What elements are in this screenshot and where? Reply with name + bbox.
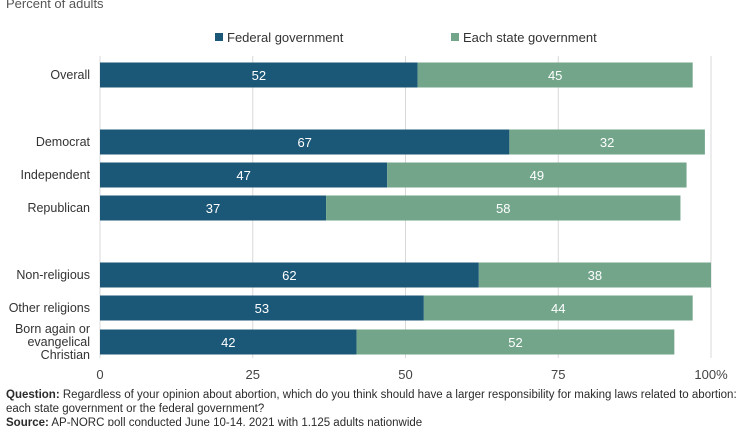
bar — [423, 295, 693, 321]
x-tick-label: 100% — [694, 367, 728, 382]
bar — [478, 262, 711, 288]
legend-swatch — [215, 33, 223, 41]
bar — [326, 195, 681, 221]
bar — [100, 329, 357, 355]
bar-value-label: 38 — [588, 268, 602, 283]
x-tick-label: 0 — [96, 367, 103, 382]
category-label: Non-religious — [16, 268, 90, 282]
bar — [100, 62, 418, 88]
bar-value-label: 44 — [551, 301, 565, 316]
bar — [100, 262, 479, 288]
bar-value-label: 32 — [600, 135, 614, 150]
bar-value-label: 52 — [508, 335, 522, 350]
category-label: Other religions — [9, 301, 90, 315]
legend-swatch — [451, 33, 459, 41]
question-note-line-2: each state government or the federal gov… — [6, 403, 265, 415]
chart-subtitle: Percent of adults — [6, 0, 104, 11]
category-label: Christian — [41, 348, 90, 362]
legend-label: Each state government — [463, 30, 597, 45]
x-tick-label: 25 — [246, 367, 260, 382]
bar — [509, 129, 705, 155]
question-text: Regardless of your opinion about abortio… — [62, 389, 737, 401]
category-label: evangelical — [27, 335, 90, 349]
question-note: Question: Regardless of your opinion abo… — [6, 388, 737, 402]
bar-value-label: 45 — [548, 68, 562, 83]
bar-value-label: 53 — [255, 301, 269, 316]
bar — [417, 62, 693, 88]
source-text: AP-NORC poll conducted June 10-14, 2021 … — [51, 417, 423, 426]
x-tick-label: 50 — [398, 367, 412, 382]
question-label: Question: — [6, 389, 60, 401]
bar — [100, 129, 510, 155]
bar-value-label: 67 — [297, 135, 311, 150]
source-note: Source: AP-NORC poll conducted June 10-1… — [6, 416, 422, 426]
category-label: Overall — [50, 68, 90, 82]
category-label: Born again or — [15, 322, 90, 336]
bar-value-label: 49 — [530, 168, 544, 183]
category-label: Independent — [20, 168, 90, 182]
bar-value-label: 42 — [221, 335, 235, 350]
bar-value-label: 62 — [282, 268, 296, 283]
bar — [100, 195, 327, 221]
legend-label: Federal government — [227, 30, 344, 45]
bar — [356, 329, 675, 355]
category-label: Democrat — [36, 135, 91, 149]
bar-value-label: 47 — [236, 168, 250, 183]
x-tick-label: 75 — [551, 367, 565, 382]
bar — [100, 295, 424, 321]
chart: 0 25 50 75 100% Federal government Each state … — [9, 30, 728, 382]
bar-value-label: 37 — [206, 201, 220, 216]
category-label: Republican — [27, 201, 90, 215]
bar-value-label: 52 — [252, 68, 266, 83]
source-label: Source: — [6, 417, 49, 426]
bar-value-label: 58 — [496, 201, 510, 216]
bar — [100, 162, 388, 188]
bar — [387, 162, 687, 188]
